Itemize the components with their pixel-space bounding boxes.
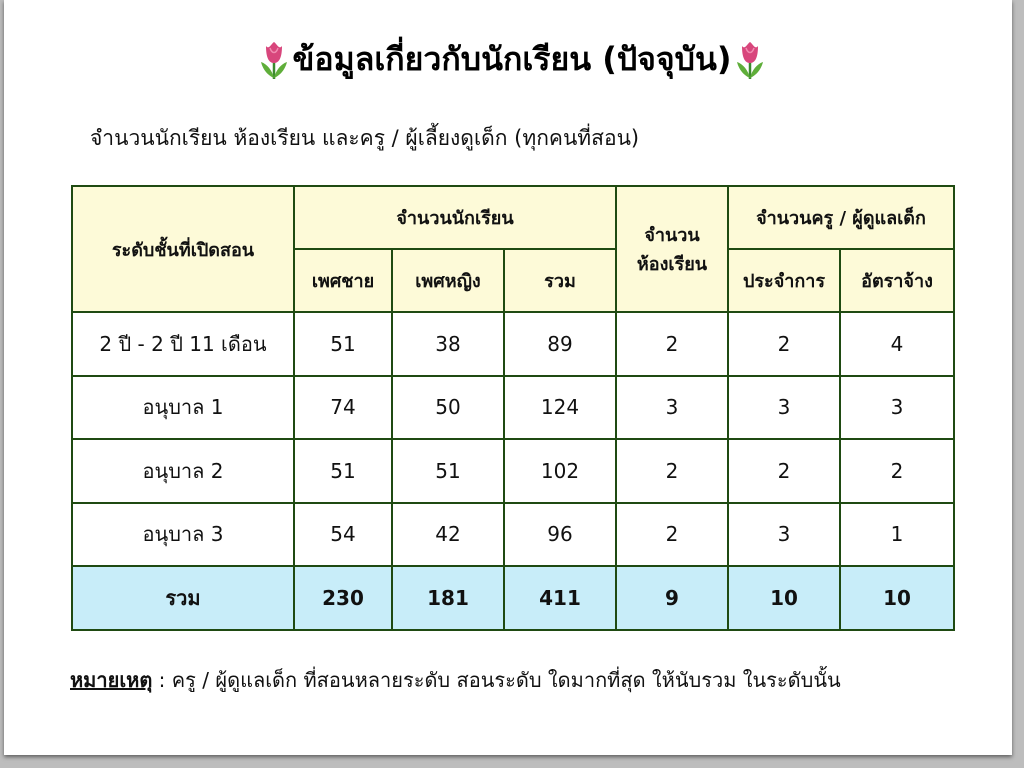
header-students: จำนวนนักเรียน (293, 185, 617, 250)
header-contract: อัตราจ้าง (839, 248, 955, 313)
header-level: ระดับชั้นที่เปิดสอน (71, 185, 295, 313)
cell-level: รวม (71, 565, 295, 631)
cell-contract: 3 (839, 374, 955, 440)
cell-permanent: 2 (727, 438, 841, 504)
cell-male: 230 (293, 565, 393, 631)
header-total: รวม (503, 248, 617, 313)
cell-female: 38 (391, 311, 505, 377)
cell-male: 51 (293, 438, 393, 504)
page-title: ข้อมูลเกี่ยวกับนักเรียน (ปัจจุบัน) (0, 34, 1024, 85)
footnote: หมายเหตุ : ครู / ผู้ดูแลเด็ก ที่สอนหลายร… (70, 664, 841, 696)
cell-male: 74 (293, 374, 393, 440)
tulip-icon (737, 41, 764, 79)
note-text: : ครู / ผู้ดูแลเด็ก ที่สอนหลายระดับ สอนร… (152, 668, 841, 692)
cell-permanent: 10 (727, 565, 841, 631)
cell-male: 54 (293, 501, 393, 567)
title-text: ข้อมูลเกี่ยวกับนักเรียน (ปัจจุบัน) (292, 40, 732, 78)
table-row: อนุบาล 1 74 50 124 3 3 3 (71, 374, 955, 440)
cell-contract: 2 (839, 438, 955, 504)
header-female: เพศหญิง (391, 248, 505, 313)
cell-female: 50 (391, 374, 505, 440)
header-teachers: จำนวนครู / ผู้ดูแลเด็ก (727, 185, 955, 250)
cell-female: 51 (391, 438, 505, 504)
cell-contract: 4 (839, 311, 955, 377)
cell-female: 181 (391, 565, 505, 631)
cell-total: 96 (503, 501, 617, 567)
cell-total: 89 (503, 311, 617, 377)
cell-total: 124 (503, 374, 617, 440)
cell-permanent: 3 (727, 374, 841, 440)
subtitle: จำนวนนักเรียน ห้องเรียน และครู / ผู้เลี้… (90, 126, 640, 150)
cell-rooms: 3 (615, 374, 729, 440)
cell-female: 42 (391, 501, 505, 567)
header-permanent: ประจำการ (727, 248, 841, 313)
cell-level: 2 ปี - 2 ปี 11 เดือน (71, 311, 295, 377)
cell-level: อนุบาล 3 (71, 501, 295, 567)
cell-rooms: 2 (615, 501, 729, 567)
cell-total: 411 (503, 565, 617, 631)
cell-contract: 10 (839, 565, 955, 631)
cell-permanent: 2 (727, 311, 841, 377)
cell-rooms: 2 (615, 311, 729, 377)
header-rooms: จำนวน ห้องเรียน (615, 185, 729, 313)
student-table: ระดับชั้นที่เปิดสอน จำนวนนักเรียน จำนวนห… (71, 185, 955, 631)
cell-contract: 1 (839, 501, 955, 567)
table-row: อนุบาล 3 54 42 96 2 3 1 (71, 501, 955, 567)
cell-total: 102 (503, 438, 617, 504)
cell-permanent: 3 (727, 501, 841, 567)
note-label: หมายเหตุ (70, 668, 153, 692)
cell-rooms: 2 (615, 438, 729, 504)
cell-level: อนุบาล 2 (71, 438, 295, 504)
tulip-icon (260, 41, 287, 79)
cell-male: 51 (293, 311, 393, 377)
table-row: อนุบาล 2 51 51 102 2 2 2 (71, 438, 955, 504)
cell-rooms: 9 (615, 565, 729, 631)
total-row: รวม 230 181 411 9 10 10 (71, 565, 955, 631)
header-male: เพศชาย (293, 248, 393, 313)
cell-level: อนุบาล 1 (71, 374, 295, 440)
table-row: 2 ปี - 2 ปี 11 เดือน 51 38 89 2 2 4 (71, 311, 955, 377)
